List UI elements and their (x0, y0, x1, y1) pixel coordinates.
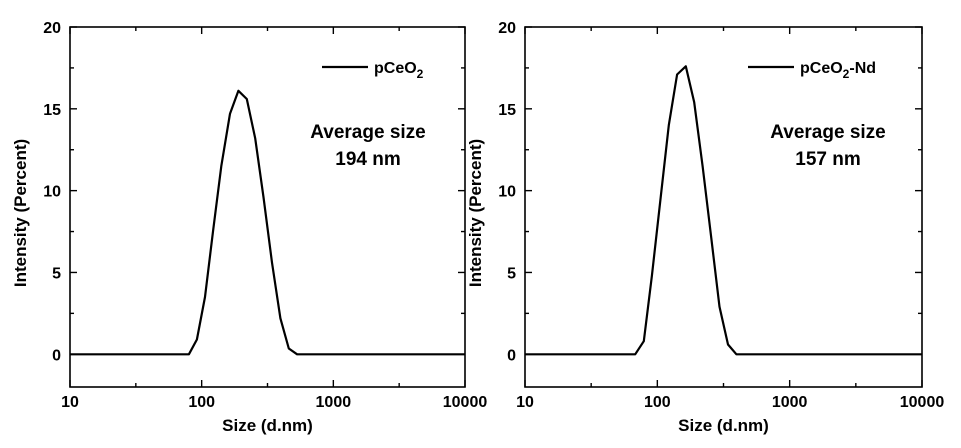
y-tick-label: 20 (43, 20, 61, 37)
legend-label: pCeO2-Nd (800, 60, 876, 81)
legend-label: pCeO2 (374, 60, 424, 81)
plot-frame (524, 26, 923, 388)
y-tick-label: 0 (507, 347, 516, 364)
legend-label-subscript: 2 (417, 67, 424, 81)
y-tick-label: 15 (43, 102, 61, 119)
annotation-line-1: Average size (770, 122, 885, 143)
y-axis-title: Intensity (Percent) (11, 139, 30, 287)
x-tick-label: 1000 (316, 394, 352, 411)
annotation-line-1: Average size (310, 122, 425, 143)
series-line-1 (525, 65, 922, 356)
x-tick-label: 10000 (443, 394, 488, 411)
y-tick-label: 10 (498, 184, 516, 201)
annotation-line-2: 194 nm (335, 149, 400, 170)
y-tick-label: 10 (43, 184, 61, 201)
chart-panel-2: 10 100 1000 10000 0 5 10 15 20 Size (d.nm) Intensi… (466, 20, 944, 435)
x-axis-title: Size (d.nm) (222, 416, 313, 435)
annotation-line-2: 157 nm (795, 149, 860, 170)
y-tick-label: 20 (498, 20, 516, 37)
x-tick-label: 100 (644, 394, 671, 411)
chart-panel-1: 10 100 1000 10000 0 5 10 15 20 Size (d.nm) Intensi… (11, 20, 487, 435)
y-tick-label: 15 (498, 102, 516, 119)
y-axis-title: Intensity (Percent) (466, 139, 485, 287)
x-axis-title: Size (d.nm) (678, 416, 769, 435)
x-tick-label: 10 (61, 394, 79, 411)
legend-label-suffix: -Nd (849, 60, 876, 77)
x-tick-label: 1000 (772, 394, 808, 411)
x-tick-label: 100 (188, 394, 215, 411)
x-tick-label: 10 (516, 394, 534, 411)
x-tick-label: 10000 (900, 394, 945, 411)
y-tick-label: 5 (52, 265, 61, 282)
plot-frame (69, 26, 466, 388)
legend-label-base: pCeO (374, 60, 417, 77)
series-line-1 (70, 89, 465, 356)
legend-label-base: pCeO (800, 60, 843, 77)
y-tick-label: 0 (52, 347, 61, 364)
y-tick-label: 5 (507, 265, 516, 282)
legend-label-subscript: 2 (843, 67, 850, 81)
